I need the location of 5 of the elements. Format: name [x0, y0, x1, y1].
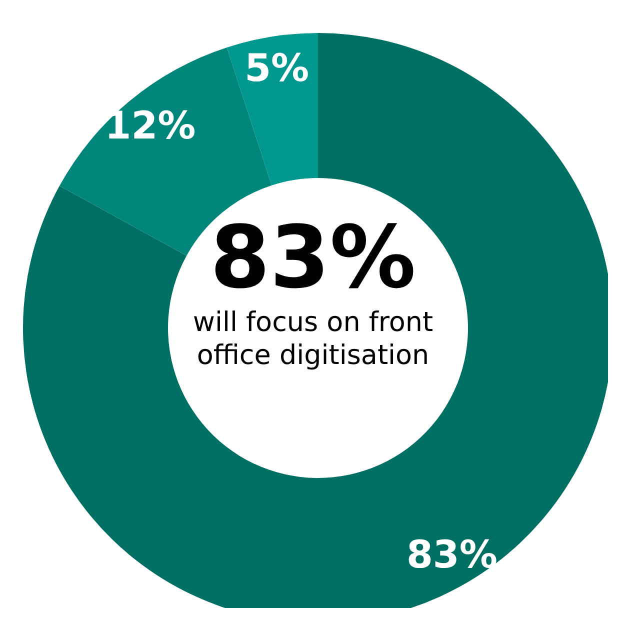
text: will focus on front office digitisation — [192, 307, 434, 372]
data-label: 12% — [104, 103, 196, 148]
data-label: 83% — [406, 532, 498, 576]
data-label: 5% — [244, 46, 310, 90]
text: 83% — [209, 208, 417, 308]
